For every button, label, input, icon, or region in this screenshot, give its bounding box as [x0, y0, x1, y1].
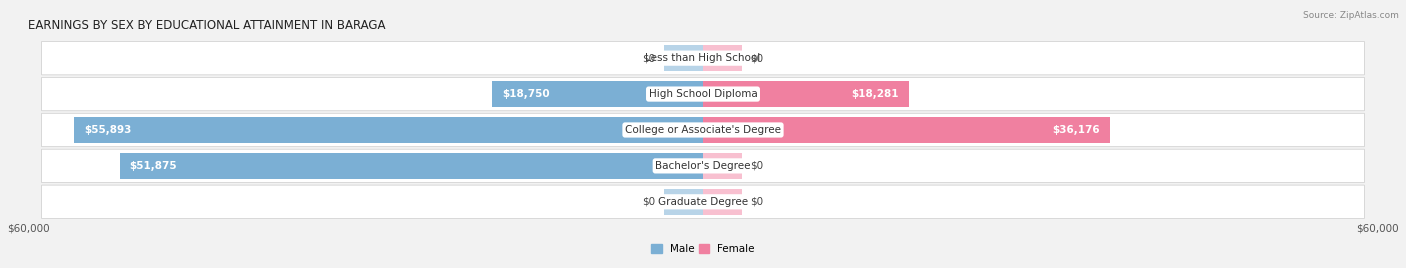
FancyBboxPatch shape: [42, 185, 1364, 218]
Bar: [703, 189, 742, 215]
Bar: [492, 81, 703, 107]
FancyBboxPatch shape: [42, 149, 1364, 183]
Text: Bachelor's Degree: Bachelor's Degree: [655, 161, 751, 171]
Bar: [703, 117, 1109, 143]
Legend: Male, Female: Male, Female: [651, 244, 755, 254]
Bar: [703, 153, 742, 179]
Text: $18,750: $18,750: [502, 89, 550, 99]
Text: College or Associate's Degree: College or Associate's Degree: [626, 125, 780, 135]
Bar: [703, 81, 908, 107]
Text: $0: $0: [751, 53, 763, 63]
Text: $0: $0: [751, 197, 763, 207]
Bar: [664, 189, 703, 215]
Bar: [664, 45, 703, 71]
Bar: [120, 153, 703, 179]
Text: $0: $0: [643, 53, 655, 63]
Text: $18,281: $18,281: [851, 89, 898, 99]
Text: $0: $0: [643, 197, 655, 207]
Text: $55,893: $55,893: [84, 125, 132, 135]
Text: $51,875: $51,875: [129, 161, 177, 171]
FancyBboxPatch shape: [42, 113, 1364, 147]
FancyBboxPatch shape: [42, 42, 1364, 75]
Text: $0: $0: [751, 161, 763, 171]
Text: Less than High School: Less than High School: [645, 53, 761, 63]
FancyBboxPatch shape: [42, 77, 1364, 111]
Text: Source: ZipAtlas.com: Source: ZipAtlas.com: [1303, 11, 1399, 20]
Text: $36,176: $36,176: [1052, 125, 1099, 135]
Bar: [75, 117, 703, 143]
Text: Graduate Degree: Graduate Degree: [658, 197, 748, 207]
Text: High School Diploma: High School Diploma: [648, 89, 758, 99]
Bar: [703, 45, 742, 71]
Text: EARNINGS BY SEX BY EDUCATIONAL ATTAINMENT IN BARAGA: EARNINGS BY SEX BY EDUCATIONAL ATTAINMEN…: [28, 19, 385, 32]
